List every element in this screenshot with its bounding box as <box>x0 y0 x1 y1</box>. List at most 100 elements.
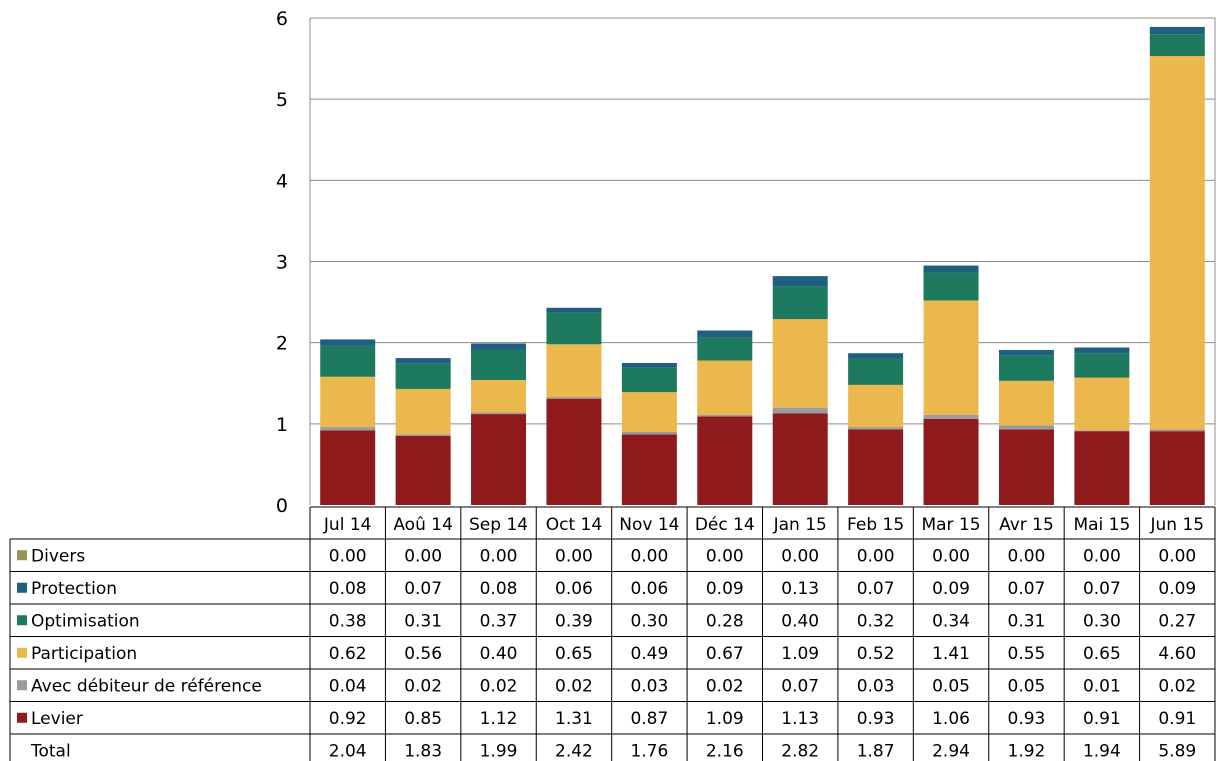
bar-segment <box>848 427 904 430</box>
bar-segment <box>1074 430 1130 432</box>
bar-segment <box>923 418 979 505</box>
data-label: 0.93 <box>1008 709 1046 729</box>
data-label: 0.49 <box>630 644 668 664</box>
data-label: 0.02 <box>555 676 593 696</box>
bar-segment <box>772 413 828 505</box>
y-tick-label: 6 <box>276 8 288 30</box>
x-tick-label: Mai 15 <box>1073 515 1130 535</box>
bar-segment <box>546 344 602 398</box>
bar-segment <box>471 380 527 413</box>
bar-segment <box>923 272 979 301</box>
data-label: 2.94 <box>932 741 970 761</box>
bar-segment <box>320 345 376 377</box>
x-tick-label: Sep 14 <box>469 515 528 535</box>
data-label: 0.00 <box>857 546 895 566</box>
data-label: 0.04 <box>329 676 367 696</box>
x-tick-label: Avr 15 <box>999 515 1054 535</box>
data-label: 0.06 <box>555 579 593 599</box>
bar-segment <box>1149 34 1205 57</box>
bar-segment <box>998 380 1054 426</box>
data-label: 1.76 <box>630 741 668 761</box>
data-label: 0.13 <box>781 579 819 599</box>
legend-label: Protection <box>31 579 117 599</box>
bar-segment <box>471 349 527 381</box>
x-tick-label: Déc 14 <box>695 515 755 535</box>
legend-swatch <box>17 712 27 723</box>
data-label: 0.37 <box>480 611 518 631</box>
bar-segment <box>697 414 753 417</box>
y-tick-label: 0 <box>276 495 288 517</box>
bar-segment <box>320 427 376 431</box>
data-label: 0.31 <box>404 611 442 631</box>
data-label: 1.41 <box>932 644 970 664</box>
data-label: 0.00 <box>1158 546 1196 566</box>
data-label: 0.07 <box>857 579 895 599</box>
legend-swatch <box>17 615 27 626</box>
data-label: 0.00 <box>630 546 668 566</box>
bar-segment <box>621 362 677 368</box>
data-label: 0.00 <box>404 546 442 566</box>
data-label: 0.65 <box>555 644 593 664</box>
bar-segment <box>320 376 376 428</box>
data-label: 0.02 <box>706 676 744 696</box>
data-label: 0.02 <box>480 676 518 696</box>
bar-segment <box>1074 377 1130 431</box>
data-label: 0.09 <box>706 579 744 599</box>
data-label: 0.03 <box>630 676 668 696</box>
data-label: 0.87 <box>630 709 668 729</box>
bar-segment <box>998 425 1054 430</box>
data-label: 0.30 <box>1083 611 1121 631</box>
data-label: 0.09 <box>932 579 970 599</box>
data-label: 0.30 <box>630 611 668 631</box>
data-label: 0.62 <box>329 644 367 664</box>
legend-swatch <box>17 647 27 658</box>
x-tick-label: Aoû 14 <box>393 515 453 535</box>
data-label: 0.07 <box>1008 579 1046 599</box>
bar-segment <box>546 312 602 345</box>
bar-segment <box>621 434 677 505</box>
data-label: 0.91 <box>1158 709 1196 729</box>
data-label: 0.85 <box>404 709 442 729</box>
bar-segment <box>320 430 376 505</box>
data-label: 0.67 <box>706 644 744 664</box>
bar-segment <box>923 265 979 273</box>
bar-segment <box>395 358 451 364</box>
data-label: 0.00 <box>1083 546 1121 566</box>
bar-segment <box>998 429 1054 505</box>
bar-segment <box>621 431 677 435</box>
data-label: 1.12 <box>480 709 518 729</box>
bar-segment <box>848 384 904 428</box>
data-label: 0.28 <box>706 611 744 631</box>
data-label: 0.56 <box>404 644 442 664</box>
data-label: 0.05 <box>932 676 970 696</box>
bar-segment <box>998 349 1054 356</box>
data-label: 5.89 <box>1158 741 1196 761</box>
x-tick-label: Jun 15 <box>1149 515 1204 535</box>
data-label: 0.40 <box>781 611 819 631</box>
bar-segment <box>848 358 904 385</box>
bar-segment <box>395 436 451 505</box>
bar-segment <box>848 429 904 505</box>
data-label: 0.52 <box>857 644 895 664</box>
legend-label: Optimisation <box>31 611 140 631</box>
bar-segment <box>546 397 602 399</box>
x-tick-label: Nov 14 <box>619 515 679 535</box>
legend-label: Participation <box>31 644 137 664</box>
data-label: 0.07 <box>1083 579 1121 599</box>
bar-segment <box>772 276 828 287</box>
data-label: 0.55 <box>1008 644 1046 664</box>
data-label: 0.01 <box>1083 676 1121 696</box>
data-label: 0.05 <box>1008 676 1046 696</box>
bar-segment <box>395 434 451 437</box>
data-label: 1.09 <box>781 644 819 664</box>
bar-segment <box>772 319 828 408</box>
data-label: 1.87 <box>857 741 895 761</box>
bar-segment <box>697 337 753 361</box>
data-label: 1.92 <box>1008 741 1046 761</box>
data-label: 0.00 <box>329 546 367 566</box>
y-tick-label: 5 <box>276 89 288 111</box>
legend-swatch <box>17 680 27 691</box>
data-label: 0.00 <box>555 546 593 566</box>
legend-swatch <box>17 582 27 593</box>
